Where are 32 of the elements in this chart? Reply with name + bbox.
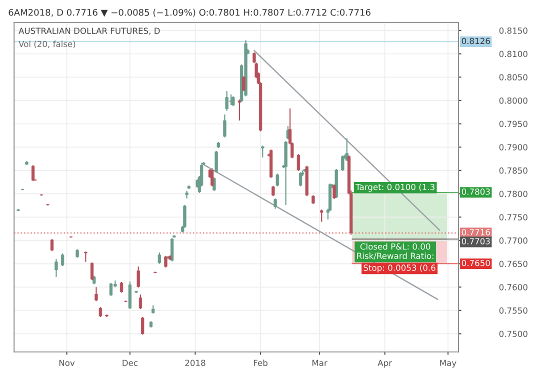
chart-title: 6AM2018, D 0.7716 ▼ −0.0085 (−1.09%) O:0.7801 H:0.7807 L:0.7712 C:0.7716 xyxy=(8,8,370,17)
ref-line-label: 0.7703 xyxy=(462,238,490,244)
y-tick-label: 0.7950 xyxy=(499,120,528,128)
y-tick-label: 0.7650 xyxy=(499,260,528,268)
annotation: Vol (20, false) xyxy=(18,40,76,48)
y-tick-label: 0.7550 xyxy=(499,307,528,314)
y-tick-label: 0.8150 xyxy=(499,27,528,34)
ref-line-label: 0.7803 xyxy=(462,188,490,195)
y-tick-label: 0.8050 xyxy=(499,74,528,80)
x-tick-label: Feb xyxy=(254,360,268,366)
annotation: Stop: 0.0053 (0.6 xyxy=(364,264,436,272)
annotation: Target: 0.0100 (1.3 xyxy=(356,184,434,192)
annotation: Closed P&L: 0.00 Risk/Reward Ratio: xyxy=(357,243,434,260)
x-tick-label: Dec xyxy=(122,360,138,366)
x-tick-label: Nov xyxy=(59,360,75,366)
y-tick-label: 0.7900 xyxy=(499,144,528,150)
y-tick-label: 0.8000 xyxy=(499,97,528,104)
y-tick-label: 0.7500 xyxy=(499,330,528,338)
y-tick-label: 0.7850 xyxy=(499,167,528,174)
ref-line-label: 0.7650 xyxy=(462,260,490,266)
x-tick-label: Mar xyxy=(312,360,328,366)
x-tick-label: May xyxy=(440,360,456,368)
y-tick-label: 0.7750 xyxy=(499,214,528,220)
text: AUSTRALIAN DOLLAR FUTURES, D xyxy=(18,28,160,35)
x-tick-label: Apr xyxy=(378,360,392,368)
y-tick-label: 0.7600 xyxy=(499,284,528,290)
y-tick-label: 0.7700 xyxy=(499,237,528,244)
ref-line-label: 0.8126 xyxy=(462,38,490,44)
x-tick-label: 2018 xyxy=(185,360,206,366)
ref-line-label: 0.7716 xyxy=(462,229,490,236)
y-tick-label: 0.7800 xyxy=(499,190,528,198)
y-tick-label: 0.8100 xyxy=(499,50,528,58)
